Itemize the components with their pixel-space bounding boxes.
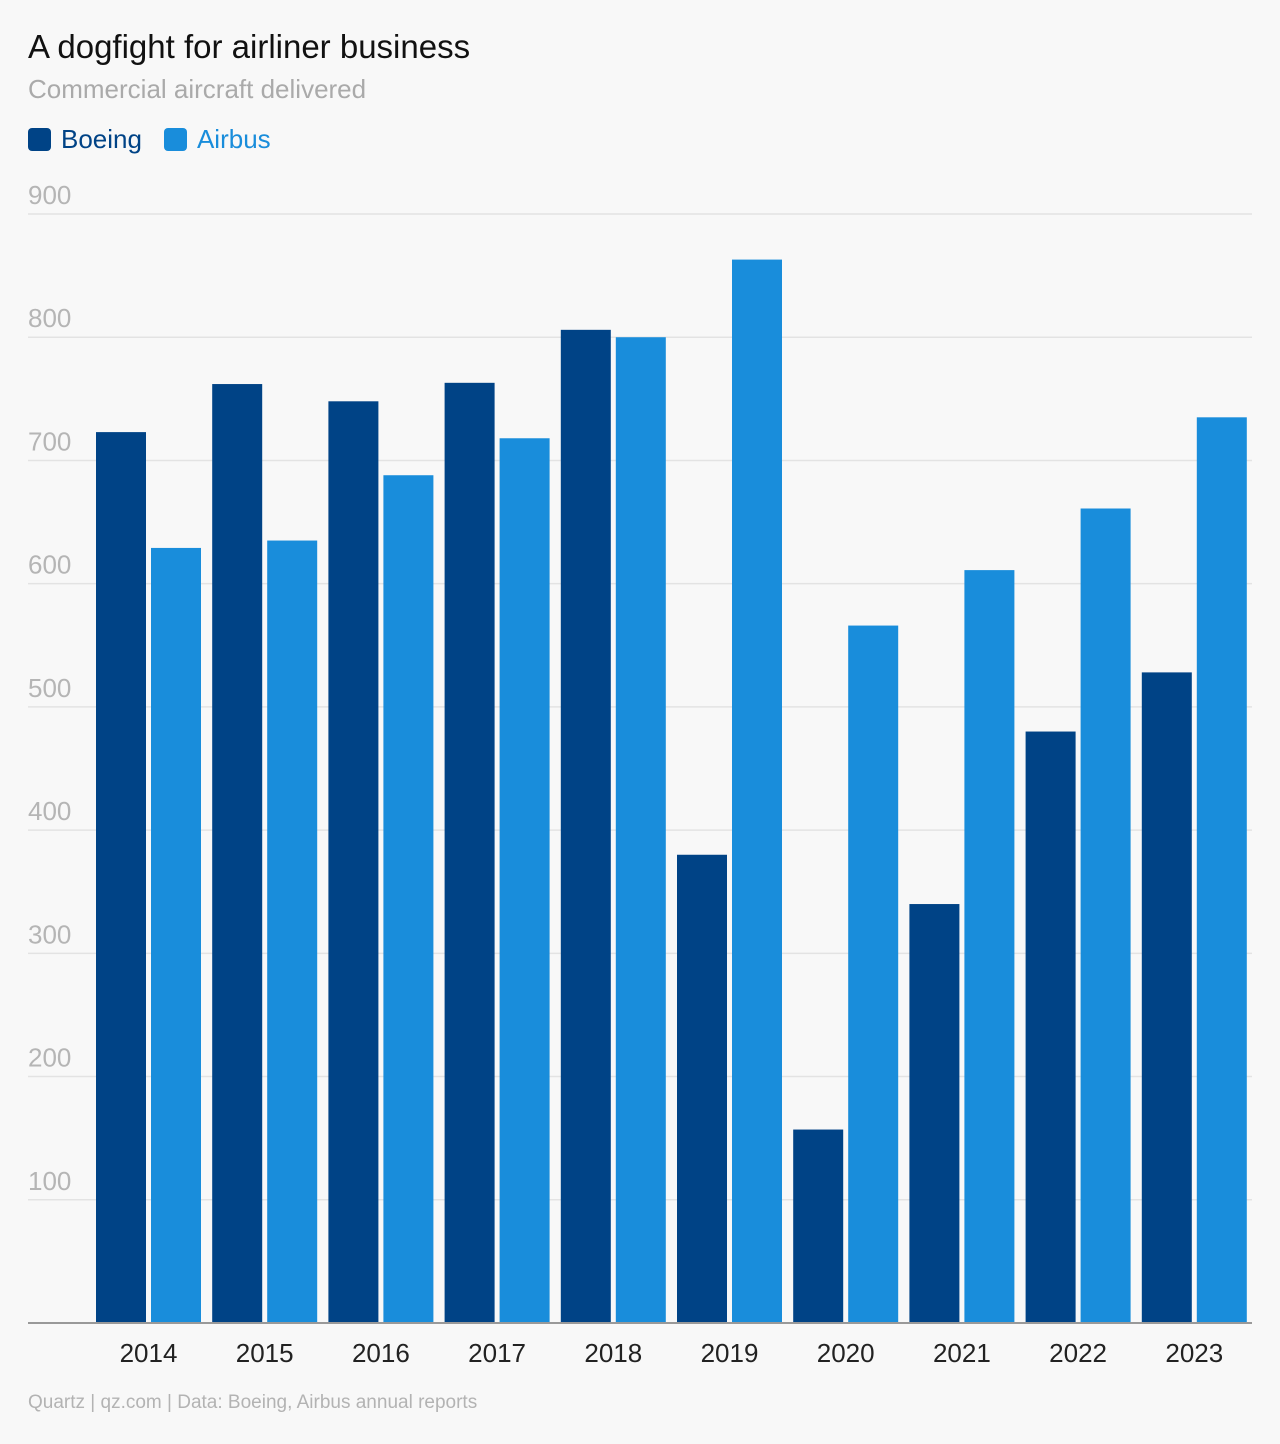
y-tick-label: 200 [28,1043,71,1073]
bar-airbus-2020 [848,625,899,1323]
chart-subtitle: Commercial aircraft delivered [28,74,367,104]
x-tick-label: 2014 [120,1338,178,1368]
bar-boeing-2020 [793,1129,844,1323]
bar-boeing-2017 [444,382,495,1323]
legend-label-boeing: Boeing [61,124,142,154]
x-tick-label: 2018 [584,1338,642,1368]
y-tick-label: 700 [28,426,71,456]
x-tick-label: 2015 [236,1338,294,1368]
y-tick-label: 900 [28,180,71,210]
x-tick-label: 2020 [817,1338,875,1368]
bar-boeing-2015 [212,384,263,1324]
x-tick-label: 2016 [352,1338,410,1368]
bar-airbus-2017 [499,438,550,1324]
legend-item-airbus: Airbus [163,124,271,155]
bar-boeing-2023 [1141,672,1192,1323]
legend-item-boeing: Boeing [28,124,142,155]
bar-boeing-2021 [909,904,960,1323]
bar-airbus-2015 [267,540,318,1323]
source-footer: Quartz | qz.com | Data: Boeing, Airbus a… [28,1392,478,1413]
bar-airbus-2019 [732,259,782,1323]
y-tick-label: 100 [28,1166,71,1196]
y-tick-label: 800 [28,303,71,333]
legend: Boeing Airbus [28,124,271,155]
bar-airbus-2018 [615,337,666,1323]
legend-label-airbus: Airbus [196,124,271,154]
bar-boeing-2018 [560,329,611,1324]
bar-airbus-2023 [1196,417,1247,1324]
y-tick-label: 400 [28,796,71,826]
x-tick-label: 2017 [468,1338,526,1368]
chart-title: A dogfight for airliner business [28,28,471,65]
y-tick-label: 500 [28,673,71,703]
legend-swatch-boeing [28,128,51,151]
x-tick-label: 2023 [1165,1338,1223,1368]
y-tick-label: 300 [28,919,71,949]
bar-airbus-2016 [383,475,434,1324]
y-tick-label: 600 [28,550,71,580]
x-tick-label: 2021 [933,1338,991,1368]
bar-airbus-2022 [1080,508,1131,1323]
x-tick-label: 2022 [1049,1338,1107,1368]
bar-boeing-2019 [677,854,727,1323]
legend-swatch-airbus [163,128,187,151]
bar-airbus-2021 [964,570,1015,1323]
bar-boeing-2016 [328,401,379,1323]
bar-boeing-2014 [96,432,146,1323]
bar-boeing-2022 [1025,731,1076,1323]
bar-airbus-2014 [151,547,201,1323]
x-tick-label: 2019 [701,1338,759,1368]
